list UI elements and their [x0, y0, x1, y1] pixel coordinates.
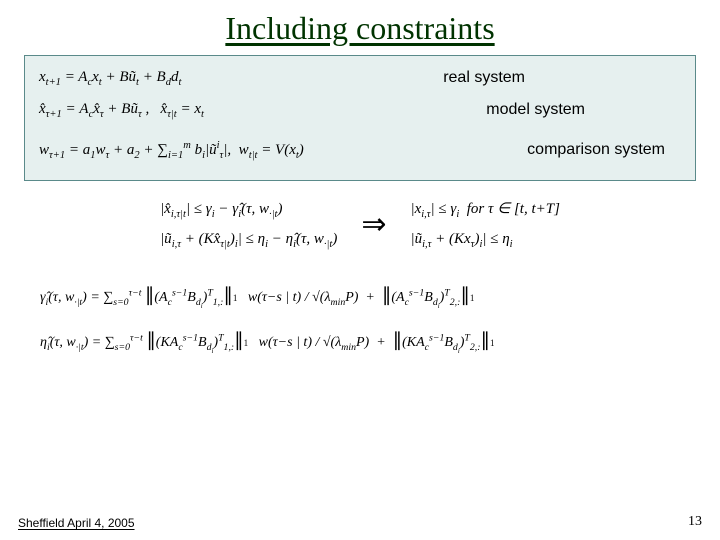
real-system-eq: xt+1 = Acxt + Bũt + Bddt: [39, 69, 181, 88]
comparison-system-label: comparison system: [515, 141, 665, 159]
implication-right: |xi,τ| ≤ γi for τ ∈ [t, t+T] |ũi,τ + (Kx…: [410, 195, 559, 255]
gamma-hat-def: γ̂i(τ, w·|t) = ∑s=0τ−t ∥(Acs−1Bdi)T1,:∥1…: [40, 273, 680, 318]
comparison-system-row: wτ+1 = a1wτ + a2 + ∑i=1m bi|ũiτ|, wt|t =…: [39, 126, 685, 174]
implies-arrow: ⇒: [355, 207, 392, 242]
real-system-label: real system: [431, 69, 525, 87]
model-system-eq: x̂τ+1 = Acx̂τ + Bũτ , x̂τ|t = xt: [39, 101, 204, 120]
implication-left: |x̂i,τ|t| ≤ γi − γ̂i(τ, w·|t) |ũi,τ + (K…: [160, 195, 337, 255]
left-constraint-1: |x̂i,τ|t| ≤ γi − γ̂i(τ, w·|t): [160, 195, 337, 225]
implication-row: |x̂i,τ|t| ≤ γi − γ̂i(τ, w·|t) |ũi,τ + (K…: [24, 195, 696, 255]
model-system-label: model system: [474, 101, 585, 119]
real-system-row: xt+1 = Acxt + Bũt + Bddt real system: [39, 62, 685, 94]
left-constraint-2: |ũi,τ + (Kx̂τ|t)i| ≤ ηi − η̂i(τ, w·|t): [160, 225, 337, 255]
definitions: γ̂i(τ, w·|t) = ∑s=0τ−t ∥(Acs−1Bdi)T1,:∥1…: [40, 273, 680, 364]
comparison-system-eq: wτ+1 = a1wτ + a2 + ∑i=1m bi|ũiτ|, wt|t =…: [39, 140, 304, 161]
systems-box: xt+1 = Acxt + Bũt + Bddt real system x̂τ…: [24, 55, 696, 181]
eta-hat-def: η̂i(τ, w·|t) = ∑s=0τ−t ∥(KAcs−1Bdi)T1,:∥…: [40, 318, 680, 363]
right-constraint-2: |ũi,τ + (Kxτ)i| ≤ ηi: [410, 225, 559, 255]
model-system-row: x̂τ+1 = Acx̂τ + Bũτ , x̂τ|t = xt model s…: [39, 94, 685, 126]
page-number: 13: [688, 514, 702, 530]
right-constraint-1: |xi,τ| ≤ γi for τ ∈ [t, t+T]: [410, 195, 559, 225]
footer-location-date: Sheffield April 4, 2005: [18, 516, 135, 530]
slide-title: Including constraints: [0, 0, 720, 47]
